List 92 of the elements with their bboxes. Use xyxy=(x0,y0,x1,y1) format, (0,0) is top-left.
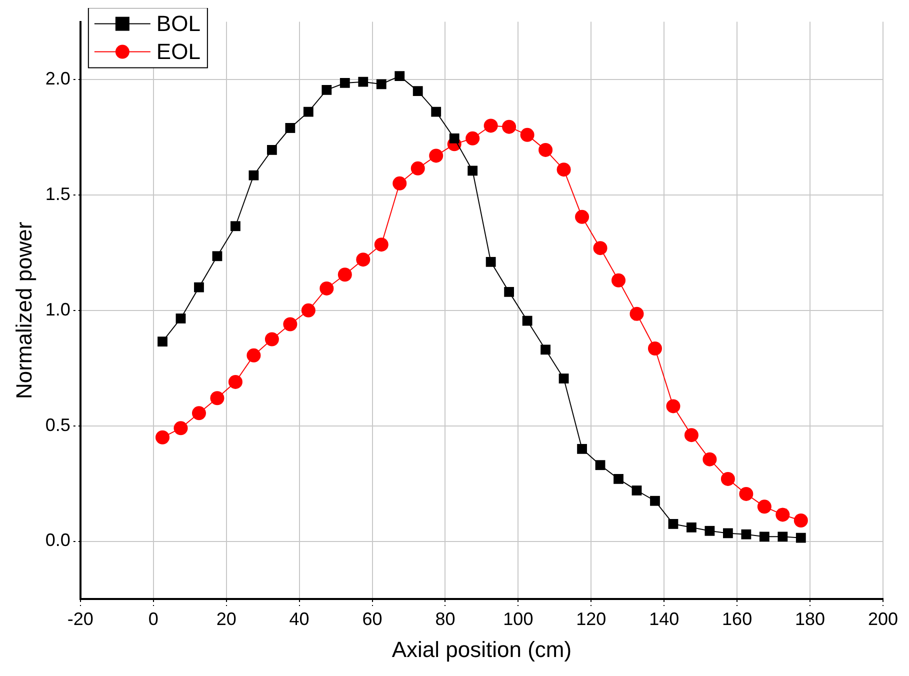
point xyxy=(486,256,496,267)
point xyxy=(595,460,606,470)
point xyxy=(356,252,370,267)
point xyxy=(796,532,806,543)
point xyxy=(466,131,480,146)
x-tick-label: 20 xyxy=(216,608,236,629)
point xyxy=(176,314,186,324)
point xyxy=(158,336,168,347)
legend-label: BOL xyxy=(156,10,200,36)
x-tick-label: -20 xyxy=(67,608,94,629)
point xyxy=(468,166,478,176)
point xyxy=(322,84,332,95)
y-tick-label: 0.5 xyxy=(45,414,70,435)
point xyxy=(320,281,334,296)
point xyxy=(684,428,698,442)
point xyxy=(192,406,206,420)
point xyxy=(210,391,224,406)
y-tick-label: 1.5 xyxy=(45,184,70,204)
point xyxy=(248,170,259,180)
x-tick-label: 80 xyxy=(435,608,456,629)
point xyxy=(228,374,242,389)
point xyxy=(264,332,279,346)
point xyxy=(577,444,587,454)
point xyxy=(556,162,571,177)
point xyxy=(303,106,314,117)
x-tick-label: 160 xyxy=(722,608,752,629)
x-tick-label: 180 xyxy=(795,608,826,629)
point xyxy=(794,514,808,528)
point xyxy=(702,452,717,466)
point xyxy=(540,344,550,355)
point xyxy=(502,120,516,134)
point xyxy=(612,273,626,288)
point xyxy=(614,474,624,484)
point xyxy=(504,286,514,297)
point xyxy=(668,519,678,529)
point xyxy=(720,472,735,486)
point xyxy=(741,529,752,540)
point xyxy=(429,148,444,163)
x-tick-label: 40 xyxy=(289,608,310,629)
x-tick-label: 60 xyxy=(362,608,382,629)
point xyxy=(484,118,498,133)
point xyxy=(358,76,368,87)
point xyxy=(230,221,240,232)
point xyxy=(722,528,733,538)
legend-label: EOL xyxy=(156,38,200,64)
point xyxy=(392,176,407,190)
point xyxy=(156,430,170,444)
x-tick-label: 100 xyxy=(503,608,534,629)
point xyxy=(538,142,553,157)
point xyxy=(246,348,261,362)
x-tick-label: 120 xyxy=(576,608,606,629)
point xyxy=(194,282,204,292)
point xyxy=(593,241,608,256)
point xyxy=(650,496,660,506)
point xyxy=(759,532,770,542)
point xyxy=(522,316,532,326)
point xyxy=(630,306,644,321)
point xyxy=(558,374,569,384)
y-tick-label: 1.0 xyxy=(45,299,70,320)
x-tick-label: 140 xyxy=(649,608,680,629)
point xyxy=(757,500,772,514)
point xyxy=(520,128,534,142)
point xyxy=(266,144,277,155)
point xyxy=(340,78,350,88)
point xyxy=(778,532,788,542)
x-tick-label: 200 xyxy=(868,608,898,629)
point xyxy=(174,421,188,436)
point xyxy=(648,341,662,356)
y-tick-label: 0.0 xyxy=(45,530,70,550)
point xyxy=(376,79,386,90)
point xyxy=(431,106,442,117)
point xyxy=(704,526,715,536)
x-tick-label: 0 xyxy=(148,608,158,629)
point xyxy=(301,303,316,318)
point xyxy=(632,486,642,496)
point xyxy=(338,268,352,282)
y-tick-label: 2.0 xyxy=(45,68,70,88)
point xyxy=(212,251,222,262)
point xyxy=(575,210,590,224)
point xyxy=(686,522,696,532)
point xyxy=(739,486,754,501)
point xyxy=(285,123,296,133)
y-axis-title: Normalized power xyxy=(11,222,36,400)
point xyxy=(374,238,388,252)
point xyxy=(776,508,790,522)
point xyxy=(283,317,298,332)
point xyxy=(449,133,460,144)
point xyxy=(666,399,680,414)
x-axis-title: Axial position (cm) xyxy=(392,636,572,662)
point xyxy=(412,86,423,96)
point xyxy=(394,71,405,82)
point xyxy=(410,161,425,176)
